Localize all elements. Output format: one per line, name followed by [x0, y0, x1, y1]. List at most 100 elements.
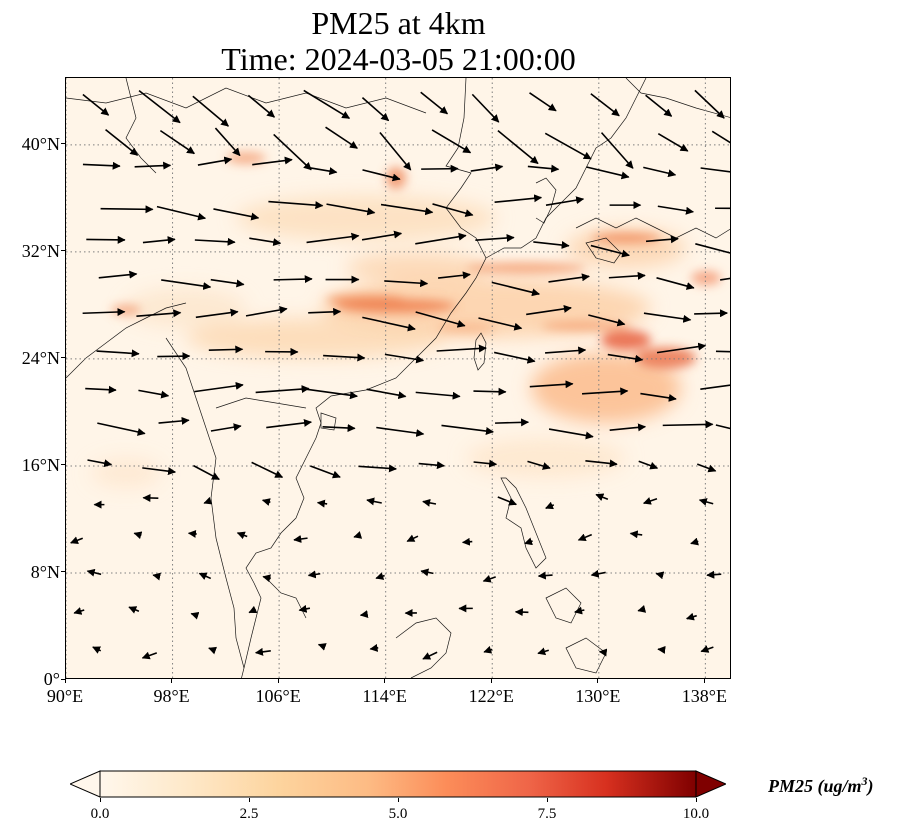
wind-arrow	[247, 94, 276, 118]
wind-arrow	[461, 537, 473, 546]
wind-arrow	[208, 345, 244, 354]
wind-arrow	[359, 610, 369, 618]
wind-arrow	[706, 570, 722, 579]
wind-arrow	[245, 306, 288, 317]
wind-arrow	[152, 572, 162, 581]
wind-arrow	[609, 423, 647, 432]
wind-arrow	[268, 200, 324, 210]
wind-arrow	[585, 459, 618, 468]
lat-tick-mark	[61, 571, 65, 573]
wind-arrow	[436, 344, 487, 353]
lat-tick-label: 32°N	[21, 240, 60, 261]
wind-arrow	[527, 460, 551, 470]
plume-broad	[531, 353, 681, 423]
wind-arrow	[187, 529, 197, 538]
wind-arrow	[473, 459, 498, 468]
wind-arrow	[128, 606, 140, 614]
lon-tick-label: 130°E	[575, 686, 621, 706]
wind-arrow	[537, 571, 553, 580]
wind-arrow	[375, 572, 385, 580]
wind-arrow	[700, 167, 730, 173]
wind-arrow	[92, 646, 102, 654]
wind-arrow	[529, 380, 574, 389]
colorbar-tick-label: 5.0	[388, 806, 408, 822]
wind-arrow	[586, 166, 630, 180]
wind-arrow	[637, 605, 647, 613]
wind-arrow	[194, 381, 244, 393]
lat-tick-mark	[61, 678, 65, 680]
wind-arrow	[193, 464, 220, 481]
wind-arrow	[361, 97, 390, 122]
wind-arrow	[698, 498, 714, 506]
wind-arrow	[438, 271, 471, 280]
wind-arrow	[420, 568, 434, 577]
wind-arrow	[475, 234, 515, 243]
colorbar-tick-label: 10.0	[682, 806, 710, 822]
pm25-map-panel	[65, 77, 731, 679]
wind-arrow	[96, 349, 140, 358]
wind-arrow	[142, 236, 176, 244]
lat-tick-mark	[61, 464, 65, 466]
wind-arrow	[629, 530, 643, 539]
wind-arrow	[134, 161, 172, 170]
wind-arrow	[537, 647, 549, 656]
wind-arrow	[203, 496, 213, 505]
wind-arrow	[645, 94, 673, 117]
wind-arrow	[685, 612, 697, 621]
coastline-segment	[395, 617, 452, 678]
wind-arrow	[690, 537, 699, 546]
wind-arrow	[141, 651, 158, 660]
wind-arrow	[415, 232, 467, 245]
coastline-segment	[585, 237, 622, 264]
colorbar-tick-mark	[546, 798, 548, 802]
wind-arrow	[720, 277, 730, 281]
wind-arrow	[420, 91, 449, 115]
wind-arrow	[643, 166, 677, 178]
wind-arrow	[298, 604, 311, 613]
wind-arrow	[266, 418, 313, 429]
wind-arrow	[273, 133, 312, 171]
wind-arrow	[198, 572, 212, 580]
coastline-segment	[565, 637, 607, 674]
wind-arrow	[483, 645, 493, 654]
wind-arrow	[210, 278, 245, 288]
wind-arrow	[161, 279, 212, 290]
wind-arrow	[607, 353, 644, 363]
wind-arrow	[406, 534, 419, 543]
wind-arrow	[524, 537, 533, 546]
wind-arrow	[656, 277, 695, 290]
colorbar-tick-mark	[397, 798, 399, 802]
wind-arrow	[590, 93, 620, 117]
lon-tick-mark	[384, 679, 386, 683]
wind-arrow	[87, 459, 113, 468]
map-subtitle-time: Time: 2024-03-05 21:00:00	[221, 41, 576, 77]
wind-arrow	[482, 574, 496, 583]
colorbar-tick-label: 2.5	[239, 806, 259, 822]
lon-tick-mark	[490, 679, 492, 683]
wind-arrow	[308, 307, 342, 316]
wind-vector-arrows	[70, 89, 730, 660]
wind-arrow	[214, 127, 241, 157]
wind-arrow	[574, 606, 585, 615]
wind-arrow	[643, 312, 692, 323]
wind-arrow	[545, 501, 555, 510]
wind-arrow	[192, 95, 229, 127]
wind-arrow	[478, 317, 523, 331]
wind-arrow	[497, 496, 518, 506]
wind-arrow	[70, 536, 83, 545]
wind-arrow	[252, 156, 293, 166]
wind-arrow	[133, 531, 143, 540]
wind-arrow	[384, 353, 425, 364]
wind-arrow	[588, 314, 626, 327]
colorbar-svg	[68, 770, 728, 798]
plume-hotspot	[466, 262, 586, 274]
wind-arrow	[210, 423, 242, 432]
wind-arrow	[142, 467, 177, 476]
colorbar-gradient	[99, 770, 697, 798]
wind-arrow	[249, 237, 282, 247]
wind-arrow	[82, 93, 110, 116]
wind-arrow	[662, 420, 714, 429]
wind-arrow	[608, 271, 646, 280]
wind-arrow	[353, 531, 363, 539]
wind-arrow	[326, 203, 376, 216]
